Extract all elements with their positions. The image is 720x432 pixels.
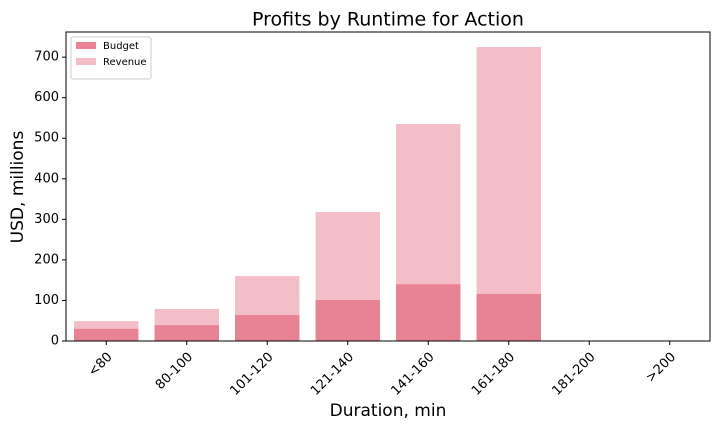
y-tick-label: 700 — [34, 50, 59, 65]
legend-swatch — [76, 42, 96, 49]
legend-label: Revenue — [103, 57, 147, 68]
x-tick-label: 161-180 — [469, 350, 518, 399]
y-tick-label: 400 — [34, 171, 59, 186]
y-tick-label: 500 — [34, 131, 59, 146]
plot-frame — [65, 31, 711, 342]
legend: Budget Revenue — [70, 36, 152, 80]
bar — [154, 325, 219, 341]
y-tick-label: 300 — [34, 212, 59, 227]
y-tick-label: 200 — [34, 252, 59, 267]
bar — [315, 300, 380, 341]
x-tick-label: 101-120 — [228, 350, 277, 399]
x-axis-title: Duration, min — [330, 401, 447, 421]
x-tick-label: >200 — [643, 350, 679, 386]
x-tick-label: 121-140 — [308, 350, 357, 399]
legend-label: Budget — [103, 41, 139, 52]
bar — [396, 284, 461, 341]
y-axis-title: USD, millions — [8, 131, 28, 244]
y-tick-label: 600 — [34, 90, 59, 105]
y-tick-label: 0 — [51, 334, 59, 349]
bar — [235, 315, 300, 341]
bar — [476, 293, 541, 341]
chart-title: Profits by Runtime for Action — [252, 9, 524, 31]
x-tick-label: <80 — [86, 350, 116, 380]
bar — [476, 47, 541, 341]
x-tick-label: 80-100 — [153, 350, 196, 393]
y-tick-label: 100 — [34, 293, 59, 308]
x-tick-label: 141-160 — [389, 350, 438, 399]
bar — [74, 328, 139, 341]
x-tick-label: 181-200 — [550, 350, 599, 399]
legend-swatch — [76, 58, 96, 65]
